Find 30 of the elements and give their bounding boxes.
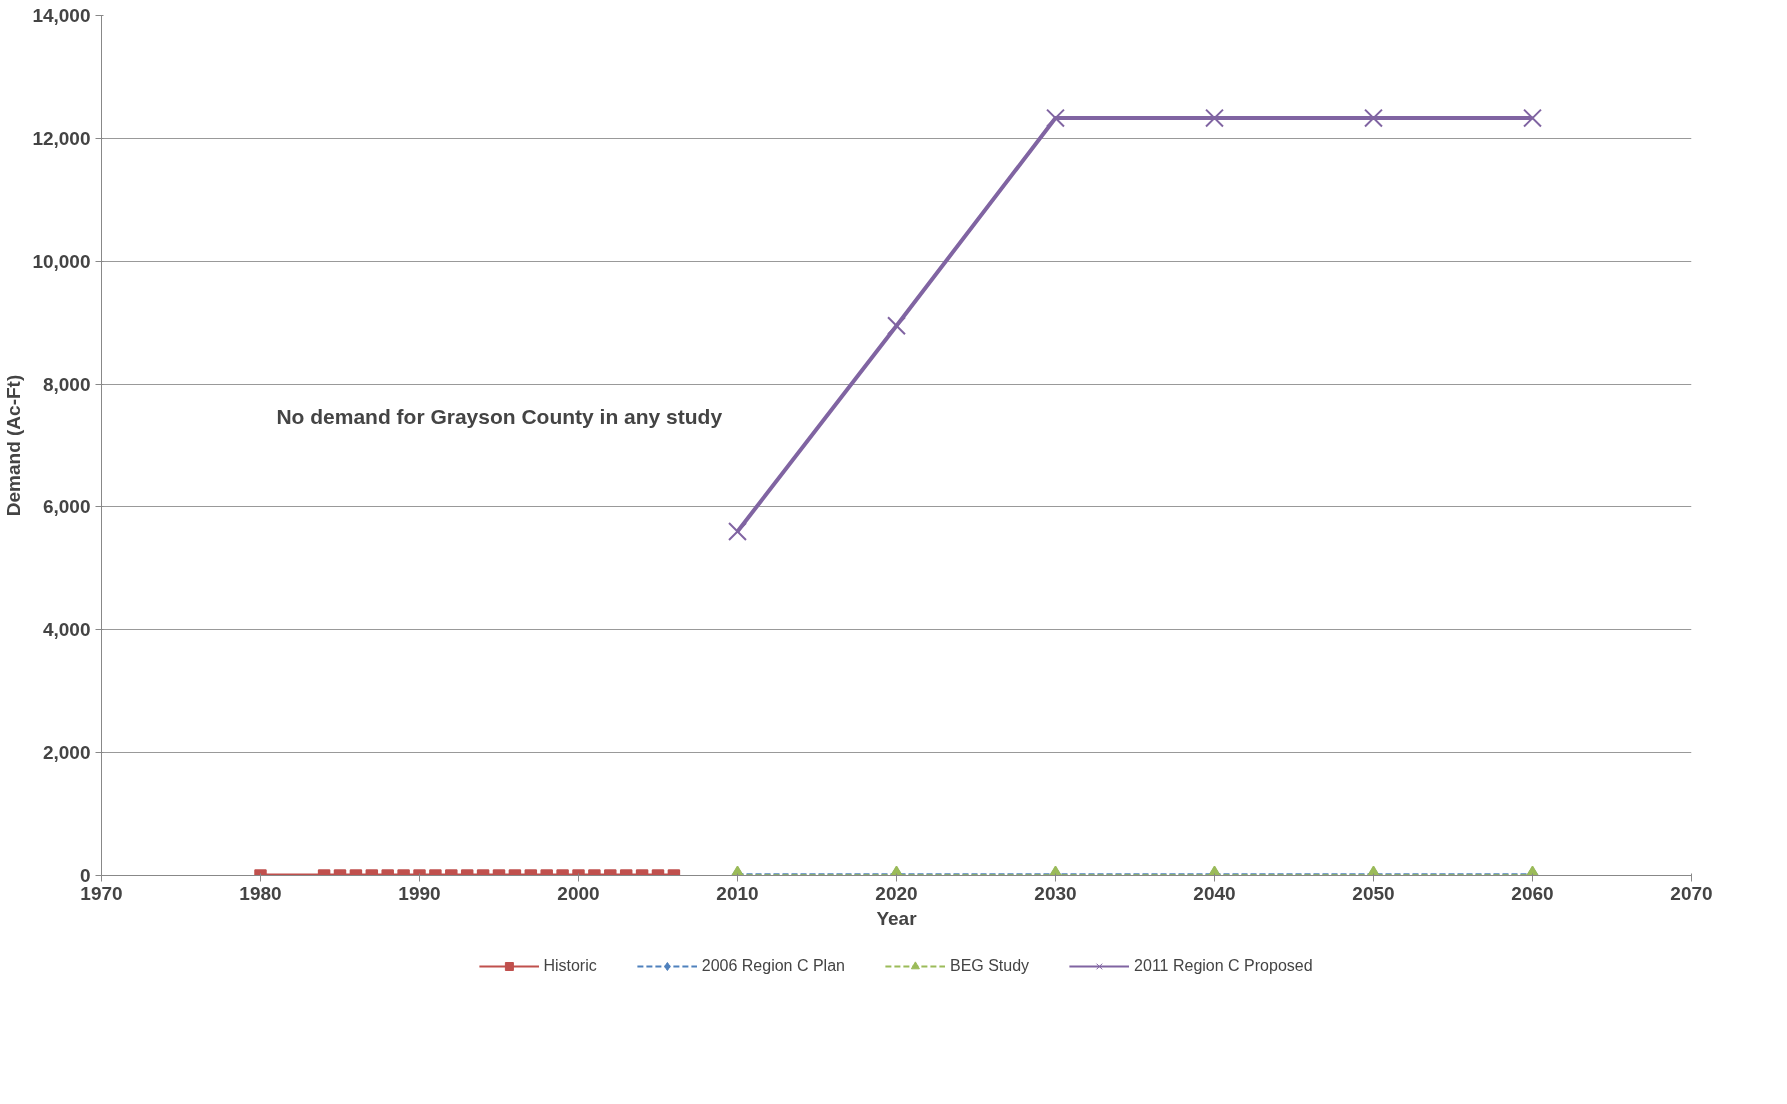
y-tick-label: 10,000 [32,250,91,272]
x-tick-label: 2060 [1511,882,1554,904]
x-tick-label: 2030 [1034,882,1077,904]
x-tick-label: 2050 [1352,882,1395,904]
y-tick-label: 4,000 [42,619,91,641]
y-tick-label: 14,000 [32,5,91,26]
point [1205,108,1224,128]
point [887,316,906,336]
point [728,522,747,541]
point [1046,108,1065,128]
y-tick-label: 8,000 [42,373,91,395]
legend-label: 2006 Region C Plan [701,957,845,975]
y-axis-title: Demand (Ac-Ft) [3,374,25,517]
legend-label: 2011 Region C Proposed [1134,957,1313,975]
x-tick-label: 1980 [239,882,282,904]
point [1523,108,1542,128]
x-tick-label: 2040 [1193,882,1236,904]
point [1364,108,1383,128]
x-axis-title: Year [876,907,918,929]
legend-label: BEG Study [949,957,1030,975]
x-tick-label: 2000 [557,882,600,904]
x-tick-label: 2010 [716,882,759,904]
y-tick-label: 2,000 [42,742,91,764]
x-tick-label: 2070 [1670,882,1713,904]
y-tick-label: 12,000 [32,127,91,149]
legend-label: Historic [543,957,597,975]
x-tick-label: 1990 [398,882,441,904]
annotation: No demand for Grayson County in any study [276,405,723,429]
x-tick-label: 2020 [875,882,918,904]
y-tick-label: 6,000 [42,496,91,518]
